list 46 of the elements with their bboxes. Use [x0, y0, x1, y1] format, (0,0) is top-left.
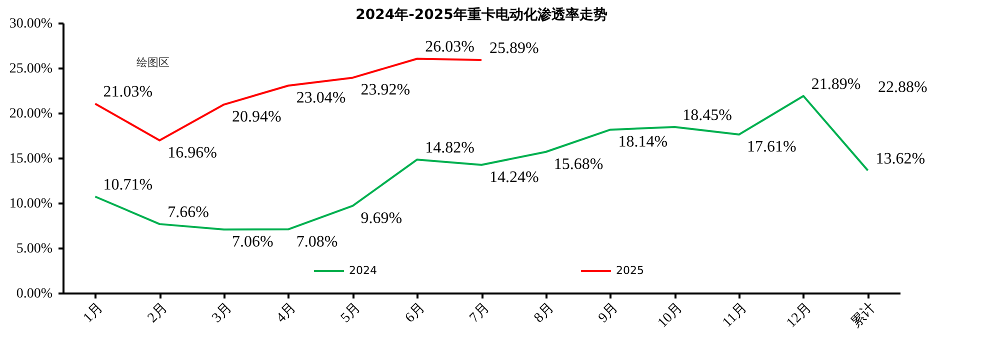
x-tick-label: 9月 — [596, 300, 622, 326]
x-tick-label: 8月 — [532, 300, 557, 326]
data-label: 26.03% — [425, 38, 474, 56]
x-tick-label: 3月 — [210, 300, 236, 326]
y-tick-label: 15.00% — [9, 152, 53, 166]
data-label: 21.89% — [811, 76, 861, 93]
data-label: 18.14% — [618, 134, 668, 151]
data-label: 17.61% — [747, 138, 796, 156]
y-tick-label: 25.00% — [9, 62, 53, 76]
data-label: 10.71% — [103, 176, 153, 194]
data-label: 23.04% — [296, 90, 346, 107]
data-label: 18.45% — [682, 106, 732, 124]
y-tick-label: 10.00% — [9, 196, 53, 212]
annotation: 绘图区 — [136, 56, 170, 69]
legend-label: 2025 — [616, 264, 644, 277]
data-label: 7.66% — [168, 204, 209, 222]
x-tick-label: 4月 — [274, 300, 300, 326]
data-label: 15.68% — [554, 156, 604, 173]
x-tick-label: 12月 — [784, 300, 815, 331]
y-tick-label: 30.00% — [9, 16, 53, 32]
data-label: 25.89% — [490, 40, 539, 57]
data-label: 9.69% — [360, 210, 402, 227]
data-label: 20.94% — [232, 108, 282, 126]
data-label: 14.82% — [425, 140, 474, 157]
data-label: 21.03% — [103, 84, 153, 101]
y-tick-label: 0.00% — [16, 286, 53, 302]
x-tick-label: 2月 — [145, 300, 171, 326]
x-tick-label: 5月 — [338, 300, 364, 326]
x-tick-label: 6月 — [402, 300, 428, 326]
x-tick-label: 10月 — [655, 300, 686, 331]
legend-label: 2024 — [349, 264, 377, 277]
x-tick-label: 累计 — [848, 300, 879, 331]
data-label: 14.24% — [490, 168, 539, 186]
annotation: 22.88% — [878, 79, 928, 96]
x-tick-label: 1月 — [80, 300, 106, 326]
data-label: 16.96% — [168, 144, 217, 162]
data-label: 13.62% — [876, 150, 926, 168]
x-tick-label: 7月 — [467, 300, 493, 326]
data-label: 7.08% — [296, 233, 338, 250]
y-tick-label: 20.00% — [9, 106, 53, 122]
chart-title: 2024年-2025年重卡电动化渗透率走势 — [356, 6, 608, 23]
data-label: 23.92% — [360, 82, 410, 99]
data-label: 7.06% — [232, 233, 274, 250]
y-tick-label: 5.00% — [16, 242, 53, 256]
x-tick-label: 11月 — [720, 300, 750, 331]
line-series — [94, 58, 482, 142]
